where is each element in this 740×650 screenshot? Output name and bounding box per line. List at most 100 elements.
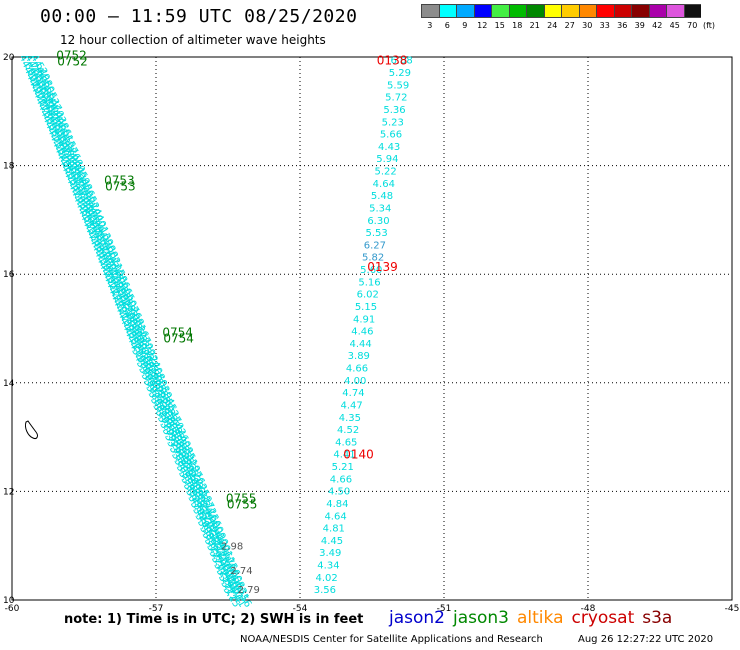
east-track-swh-label: 4.35 [339, 413, 361, 424]
satellite-cryosat: cryosat [571, 608, 635, 628]
latitude-tick-label: 10 [3, 596, 15, 606]
east-track-swh-label: 4.44 [349, 339, 371, 350]
east-track-swh-label: 5.60 [360, 265, 382, 276]
scale-label: 39 [634, 21, 645, 30]
scale-label: 42 [652, 21, 663, 30]
scale-bin: 6 [438, 4, 456, 30]
scale-swatch [578, 4, 596, 18]
scale-bin: 12 [473, 4, 491, 30]
east-track-swh-label: 4.46 [351, 327, 373, 338]
east-track-swh-label: 6.30 [367, 216, 389, 227]
map-frame [11, 56, 733, 601]
scale-bin: 33 [596, 4, 614, 30]
longitude-tick-label: -48 [581, 604, 596, 614]
satellite-altika: altika [517, 608, 564, 628]
scale-bin: 9 [456, 4, 474, 30]
east-track-swh-label: 5.59 [387, 80, 409, 91]
longitude-tick-label: -60 [5, 604, 20, 614]
scale-swatch [631, 4, 649, 18]
credit-line: NOAA/NESDIS Center for Satellite Applica… [240, 634, 543, 645]
latitude-tick-label: 14 [3, 379, 15, 389]
scale-swatch [456, 4, 474, 18]
longitude-tick-label: -54 [293, 604, 308, 614]
west-track-low-value: 2.74 [230, 566, 252, 577]
east-track-time-label: 0139 [367, 260, 398, 274]
east-track-swh-label: 3.49 [319, 548, 341, 559]
scale-label: 45 [669, 21, 680, 30]
page-title: 00:00 – 11:59 UTC 08/25/2020 [40, 6, 358, 27]
west-track-time-label: 0755 [227, 497, 258, 511]
scale-label: 12 [477, 21, 488, 30]
scale-bin: 36 [613, 4, 631, 30]
east-track-swh-label: 6.27 [364, 240, 386, 251]
scale-bin: 45 [666, 4, 684, 30]
west-track-time-label: 0753 [105, 180, 136, 194]
scale-label: 30 [582, 21, 593, 30]
scale-label: 27 [564, 21, 575, 30]
generation-timestamp: Aug 26 12:27:22 UTC 2020 [578, 634, 714, 645]
west-track-time-label: 0753 [104, 174, 135, 188]
east-track-swh-label: 5.22 [374, 167, 396, 178]
west-track-time-label: 0752 [57, 55, 88, 69]
east-track-swh-label: 6.08 [391, 56, 413, 67]
east-track-swh-label: 5.34 [369, 203, 391, 214]
east-track-swh-label: 4.74 [342, 388, 364, 399]
east-track-swh-label: 5.82 [362, 253, 384, 264]
scale-bin: 27 [561, 4, 579, 30]
east-track-swh-label: 5.48 [371, 191, 393, 202]
west-track-low-value: 2.79 [238, 585, 260, 596]
scale-label: 36 [617, 21, 628, 30]
island-outline [25, 420, 38, 439]
east-track-swh-label: 5.23 [382, 117, 404, 128]
scale-unit: (ft) [703, 21, 716, 30]
east-track-swh-label: 4.47 [341, 400, 363, 411]
east-track-swh-label: 5.53 [366, 228, 388, 239]
satellite-jason3: jason3 [453, 608, 509, 628]
west-track-low-value: 2.98 [221, 542, 243, 553]
scale-bin: 39 [631, 4, 649, 30]
west-track-time-label: 0752 [56, 49, 87, 63]
scale-label: 21 [529, 21, 540, 30]
scale-swatch [561, 4, 579, 18]
east-track-swh-label: 4.00 [344, 376, 366, 387]
scale-swatch [596, 4, 614, 18]
east-track-time-label: 0140 [343, 447, 374, 461]
longitude-tick-label: -57 [149, 604, 164, 614]
scale-bin: 30 [578, 4, 596, 30]
east-track-swh-label: 4.41 [333, 450, 355, 461]
west-track-time-label: 0755 [226, 491, 257, 505]
east-track-swh-label: 3.89 [348, 351, 370, 362]
scale-label: 9 [462, 21, 468, 30]
east-track-swh-label: 5.15 [355, 302, 377, 313]
scale-label: 70 [687, 21, 698, 30]
scale-label: 24 [547, 21, 558, 30]
scale-swatch [666, 4, 684, 18]
scale-swatch [508, 4, 526, 18]
scale-swatch [613, 4, 631, 18]
scale-bin: 15 [491, 4, 509, 30]
scale-swatch [648, 4, 666, 18]
latitude-tick-label: 16 [3, 270, 15, 280]
east-track-swh-label: 4.64 [373, 179, 395, 190]
east-track-swh-label: 5.36 [383, 105, 405, 116]
east-track-time-label: 0138 [377, 54, 408, 68]
scale-bin: 70 [683, 4, 701, 30]
latitude-tick-label: 20 [3, 53, 15, 63]
east-track-swh-label: 5.29 [389, 68, 411, 79]
east-track-swh-label: 4.64 [324, 511, 346, 522]
scale-bin: 3 [421, 4, 439, 30]
scale-bin: 24 [543, 4, 561, 30]
east-track-swh-label: 4.66 [330, 474, 352, 485]
east-track-swh-label: 4.91 [353, 314, 375, 325]
east-track-swh-label: 3.56 [314, 585, 336, 596]
longitude-tick-label: -51 [437, 604, 452, 614]
satellite-s3a: s3a [642, 608, 673, 628]
east-track-swh-label: 5.94 [376, 154, 398, 165]
scale-swatch [526, 4, 544, 18]
east-track-swh-label: 4.02 [316, 573, 338, 584]
east-track-swh-label: 4.43 [378, 142, 400, 153]
latitude-tick-label: 18 [3, 162, 15, 172]
east-track-swh-label: 5.72 [385, 93, 407, 104]
east-track-swh-label: 4.52 [337, 425, 359, 436]
